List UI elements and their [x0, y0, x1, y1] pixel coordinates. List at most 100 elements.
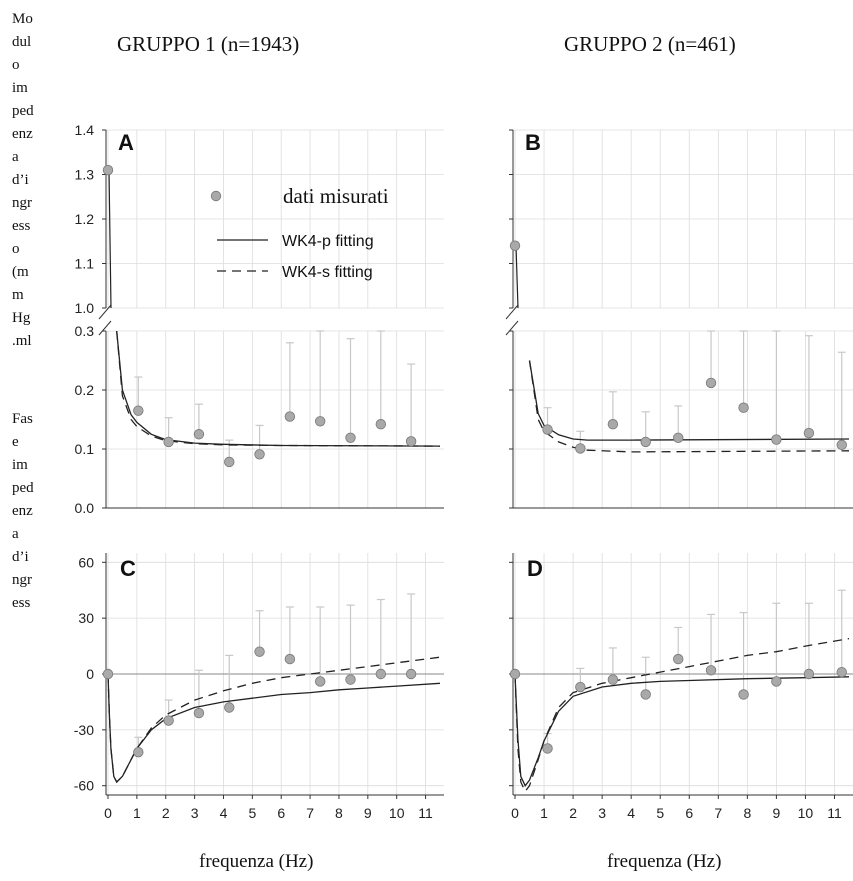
y-tick-label: 1.3 [75, 167, 95, 183]
x-tick-label: 1 [540, 805, 548, 821]
data-point [375, 668, 387, 680]
x-tick-label: 11 [827, 805, 842, 821]
magnitude-axis-title-line: .ml [12, 333, 32, 349]
data-point [193, 707, 205, 719]
magnitude-axis-title-line: Mo [12, 11, 33, 27]
legend-label-wk4-s: WK4-s fitting [282, 264, 373, 281]
wk4-s-fit-curve [116, 330, 441, 447]
axis-break-mark [98, 320, 112, 336]
magnitude-axis-title-line: d’i [12, 172, 29, 188]
data-point [314, 416, 326, 427]
data-point [738, 402, 749, 413]
legend-label-wk4-p: WK4-p fitting [282, 233, 374, 250]
wk4-p-fit-curve [528, 360, 850, 441]
axis-break-mark [505, 320, 519, 336]
magnitude-axis-title-line: a [12, 149, 19, 165]
magnitude-axis-title-line: ess [12, 218, 31, 234]
x-tick-label: 4 [627, 805, 635, 821]
panel-letter: A [118, 130, 134, 155]
x-tick-label: 8 [743, 805, 751, 821]
x-tick-label: 6 [277, 805, 285, 821]
data-point [509, 240, 521, 251]
fit-curve-dc-spike [108, 170, 112, 309]
data-point [836, 439, 847, 451]
phase-axis-title-line: ped [12, 480, 34, 496]
panel-letter: D [527, 556, 543, 581]
y-tick-label: 1.0 [75, 300, 95, 316]
data-point [133, 405, 144, 416]
x-tick-label: 3 [191, 805, 199, 821]
data-point [705, 665, 717, 676]
phase-axis-title-line: ngr [12, 572, 32, 588]
x-tick-label: 5 [248, 805, 256, 821]
data-point [542, 424, 553, 435]
group-1-title: GRUPPO 1 (n=1943) [117, 32, 300, 56]
data-point [673, 653, 684, 665]
x-tick-label: 11 [418, 805, 433, 821]
group-2-title: GRUPPO 2 (n=461) [564, 32, 736, 56]
magnitude-axis-title-line: im [12, 80, 28, 96]
magnitude-axis-title-line: (m [12, 264, 29, 280]
magnitude-axis-title-line: enz [12, 126, 33, 142]
y-tick-label: 1.2 [75, 211, 95, 227]
x-tick-label: 0 [104, 805, 112, 821]
x-tick-label: 10 [798, 805, 814, 821]
data-point [345, 432, 356, 443]
y-tick-label: 0.2 [75, 382, 95, 398]
data-point [640, 689, 651, 700]
x-tick-label: 5 [656, 805, 664, 821]
y-tick-label: 60 [78, 554, 94, 570]
magnitude-axis-title-line: o [12, 57, 20, 73]
legend-label-measured: dati misurati [283, 184, 389, 208]
axis-break-mark [505, 304, 519, 320]
data-point [284, 411, 296, 422]
axis-break-mark [98, 304, 112, 320]
data-point [102, 668, 114, 680]
phase-axis-title-line: e [12, 434, 19, 450]
data-point [405, 668, 417, 680]
y-tick-label: 30 [78, 610, 94, 626]
data-point [640, 436, 651, 448]
wk4-p-fit-curve [116, 330, 441, 447]
data-point [705, 377, 717, 389]
y-tick-label: 1.4 [75, 122, 95, 138]
data-point [771, 676, 782, 687]
data-point [575, 443, 586, 454]
panel-letter: C [120, 556, 136, 581]
magnitude-axis-title-line: ngr [12, 195, 32, 211]
data-point [836, 666, 847, 678]
data-point [405, 436, 417, 447]
x-tick-label: 7 [306, 805, 314, 821]
x-tick-label: 10 [389, 805, 405, 821]
y-tick-label: -30 [74, 722, 94, 738]
phase-axis-title-line: enz [12, 503, 33, 519]
data-point [284, 653, 296, 665]
x-axis-title-left: frequenza (Hz) [199, 851, 314, 872]
phase-axis-title: Fas e im ped enz a d’i ngr ess [12, 408, 46, 615]
data-point [102, 164, 114, 176]
phase-axis-title-line: im [12, 457, 28, 473]
data-point [224, 702, 235, 713]
data-point [509, 668, 521, 680]
data-point [163, 715, 174, 726]
x-tick-label: 7 [714, 805, 722, 821]
magnitude-axis-title-line: Hg [12, 310, 31, 326]
wk4-s-fit-curve [107, 656, 441, 784]
x-tick-label: 1 [133, 805, 141, 821]
legend-marker-measured [210, 190, 222, 202]
data-point [193, 429, 205, 440]
data-point [771, 434, 782, 445]
y-tick-label: 0.0 [75, 500, 95, 516]
data-point [673, 432, 684, 443]
phase-axis-title-line: ess [12, 595, 31, 611]
wk4-p-fit-curve [107, 673, 441, 784]
phase-axis-title-line: Fas [12, 411, 33, 427]
y-tick-label: 0.3 [75, 323, 95, 339]
magnitude-axis-title-line: dul [12, 34, 32, 50]
data-point [224, 456, 235, 468]
x-tick-label: 9 [772, 805, 780, 821]
fit-curve-dc-spike [515, 245, 519, 309]
data-point [254, 646, 265, 657]
wk4-s-fit-curve [528, 360, 850, 453]
